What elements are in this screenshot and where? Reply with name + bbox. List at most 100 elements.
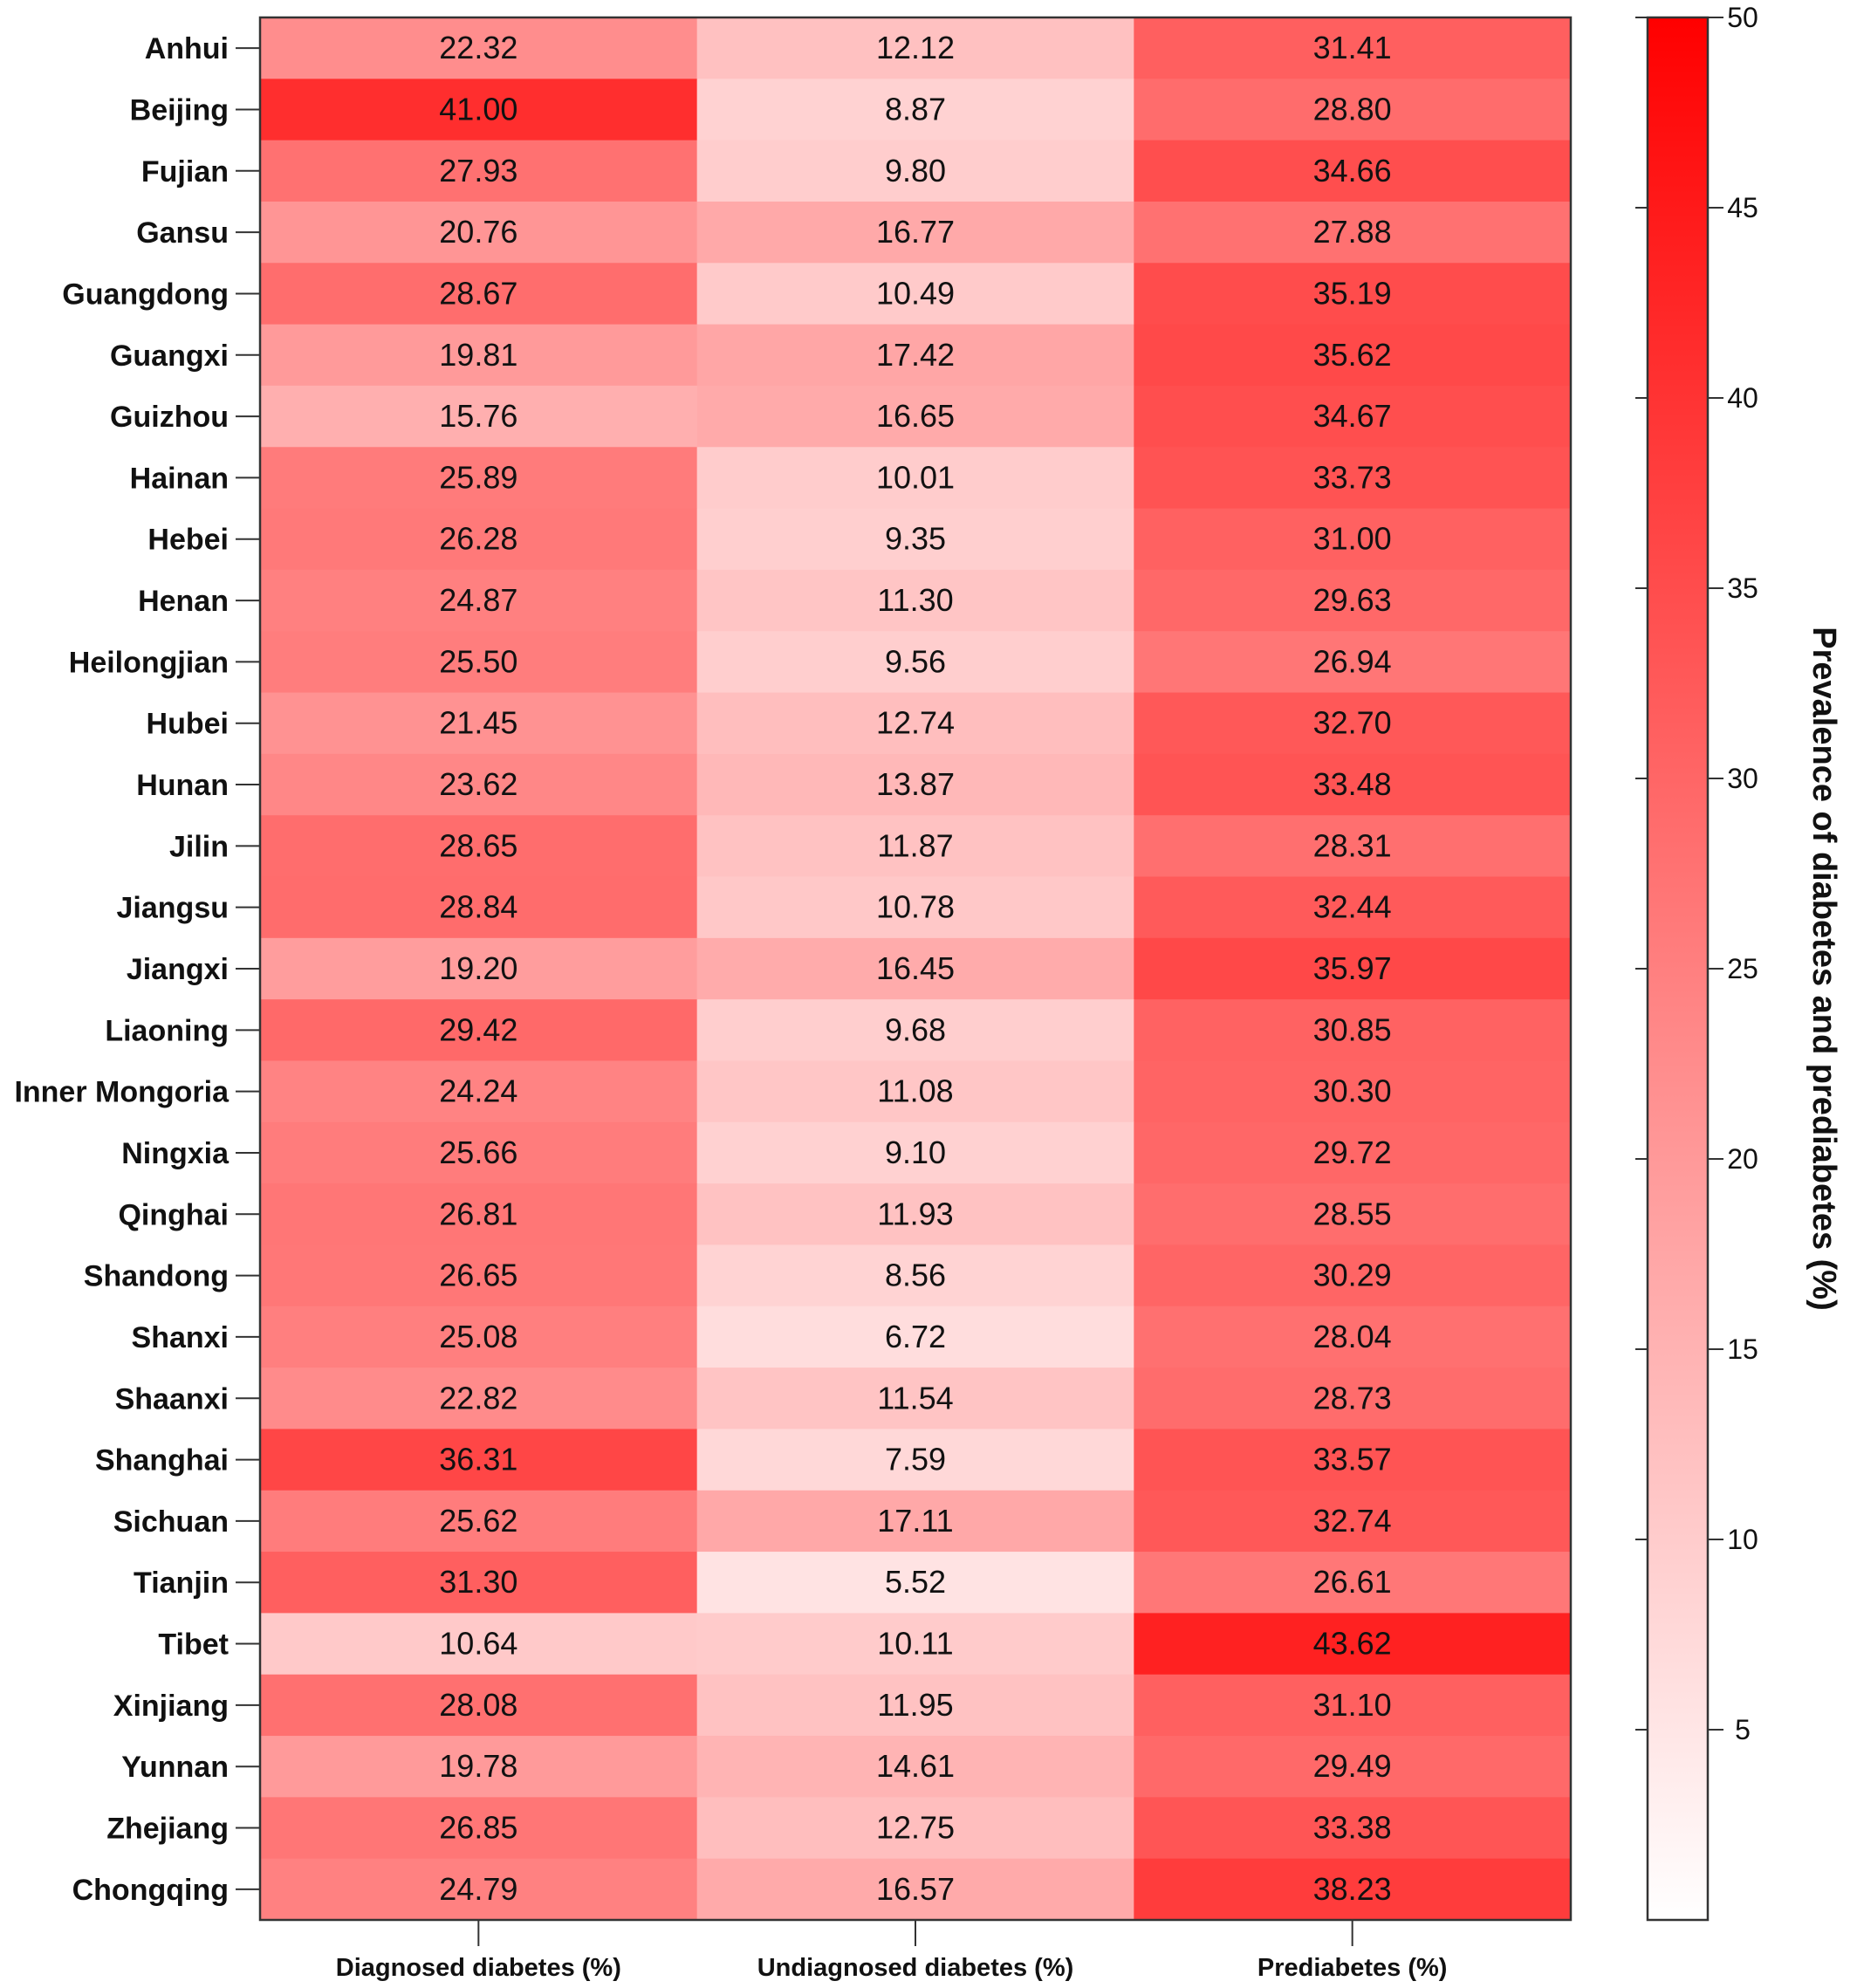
row-label-yunnan: Yunnan: [121, 1751, 229, 1784]
cell-value-label: 32.74: [1313, 1503, 1392, 1539]
heatmap-cell-anhui-col2: [1134, 17, 1572, 79]
cell-value-label: 28.08: [439, 1687, 517, 1723]
cell-value-label: 29.72: [1313, 1135, 1392, 1170]
cell-value-label: 29.49: [1313, 1748, 1392, 1784]
cell-value-label: 5.52: [885, 1564, 946, 1600]
cell-value-label: 30.30: [1313, 1073, 1392, 1109]
cell-value-label: 26.61: [1313, 1564, 1392, 1600]
heatmap-cell-chongqing-col2: [1134, 1858, 1572, 1921]
row-label-shanghai: Shanghai: [95, 1444, 229, 1477]
column-label-1: Undiagnosed diabetes (%): [757, 1954, 1074, 1982]
heatmap-cell-gansu-col2: [1134, 201, 1572, 264]
cell-value-label: 29.42: [439, 1011, 517, 1047]
colorbar-tick-label-25: 25: [1727, 953, 1758, 984]
cell-value-label: 8.56: [885, 1258, 946, 1293]
heatmap-cell-sichuan-col2: [1134, 1490, 1572, 1553]
cell-value-label: 11.30: [877, 582, 953, 618]
colorbar-tick-label-30: 30: [1727, 763, 1758, 794]
heatmap-cell-zhejiang-col2: [1134, 1797, 1572, 1860]
colorbar-tick-label-40: 40: [1727, 382, 1758, 414]
colorbar-tick-label-20: 20: [1727, 1143, 1758, 1175]
cell-value-label: 9.56: [885, 643, 946, 679]
heatmap-cell-shanghai-col1: [696, 1429, 1134, 1491]
row-label-anhui: Anhui: [145, 32, 229, 65]
cell-value-label: 35.19: [1313, 275, 1392, 311]
cell-value-label: 25.62: [439, 1503, 517, 1539]
heatmap-cell-shandong-col1: [696, 1244, 1134, 1307]
cell-value-label: 31.00: [1313, 521, 1392, 557]
cell-value-label: 6.72: [885, 1319, 946, 1354]
heatmap-cell-tibet-col1: [696, 1613, 1134, 1676]
heatmap-cell-jiangxi-col1: [696, 937, 1134, 1000]
heatmap-cell-jiangsu-col2: [1134, 876, 1572, 939]
row-label-chongqing: Chongqing: [72, 1874, 229, 1907]
heatmap-cell-tibet-col2: [1134, 1613, 1572, 1676]
cell-value-label: 28.65: [439, 827, 517, 863]
heatmap-cell-liaoning-col0: [260, 999, 698, 1062]
cell-value-label: 33.57: [1313, 1442, 1392, 1477]
heatmap-cell-zhejiang-col0: [260, 1797, 698, 1860]
heatmap-cell-anhui-col0: [260, 17, 698, 79]
cell-value-label: 27.93: [439, 153, 517, 189]
cell-value-label: 16.57: [876, 1871, 955, 1907]
heatmap-cell-xinjiang-col0: [260, 1674, 698, 1737]
row-label-shaanxi: Shaanxi: [115, 1382, 229, 1416]
cell-value-label: 28.31: [1313, 827, 1392, 863]
heatmap-cell-shaanxi-col0: [260, 1368, 698, 1430]
cell-value-label: 31.41: [1313, 30, 1392, 65]
cell-value-label: 12.74: [876, 705, 955, 741]
cell-value-label: 26.94: [1313, 643, 1392, 679]
row-label-shandong: Shandong: [84, 1260, 229, 1293]
cell-value-label: 35.62: [1313, 337, 1392, 373]
colorbar-tick-label-45: 45: [1727, 192, 1758, 223]
cell-value-label: 9.80: [885, 153, 946, 189]
row-label-jilin: Jilin: [169, 830, 229, 863]
cell-value-label: 19.81: [439, 337, 517, 373]
heatmap-cell-inner-mongoria-col2: [1134, 1060, 1572, 1123]
cell-value-label: 10.11: [877, 1626, 953, 1662]
heatmap-cell-guizhou-col0: [260, 385, 698, 448]
cell-value-label: 31.30: [439, 1564, 517, 1600]
row-label-qinghai: Qinghai: [118, 1198, 229, 1231]
cell-value-label: 22.82: [439, 1380, 517, 1416]
cell-value-label: 14.61: [876, 1748, 955, 1784]
heatmap-cell-tianjin-col2: [1134, 1552, 1572, 1614]
cell-value-label: 28.55: [1313, 1196, 1392, 1231]
heatmap-cell-liaoning-col1: [696, 999, 1134, 1062]
heatmap-cell-tianjin-col0: [260, 1552, 698, 1614]
cell-value-label: 16.65: [876, 398, 955, 434]
heatmap-cell-shandong-col2: [1134, 1244, 1572, 1307]
cell-value-label: 26.81: [439, 1196, 517, 1231]
heatmap-cell-shaanxi-col2: [1134, 1368, 1572, 1430]
heatmap-cell-hubei-col2: [1134, 692, 1572, 755]
row-label-jiangsu: Jiangsu: [117, 892, 229, 925]
heatmap-cell-qinghai-col0: [260, 1183, 698, 1246]
cell-value-label: 10.64: [439, 1626, 517, 1662]
cell-value-label: 25.08: [439, 1319, 517, 1354]
row-label-ningxia: Ningxia: [121, 1137, 230, 1170]
heatmap-cell-guizhou-col1: [696, 385, 1134, 448]
row-label-gansu: Gansu: [136, 216, 229, 250]
cell-value-label: 11.08: [877, 1073, 953, 1109]
column-label-2: Prediabetes (%): [1257, 1954, 1448, 1982]
cell-value-label: 30.85: [1313, 1011, 1392, 1047]
cell-value-label: 16.45: [876, 950, 955, 986]
heatmap-cell-henan-col0: [260, 569, 698, 632]
colorbar: 5 10 15 20 25 30 35 40 45 50 Prevalence of diabete…: [1635, 2, 1842, 1922]
cell-value-label: 28.67: [439, 275, 517, 311]
cell-value-label: 8.87: [885, 91, 946, 127]
cell-value-label: 9.68: [885, 1011, 946, 1047]
row-label-zhejiang: Zhejiang: [106, 1813, 229, 1846]
row-label-shanxi: Shanxi: [132, 1321, 229, 1354]
heatmap-cell-gansu-col1: [696, 201, 1134, 264]
cell-value-label: 26.28: [439, 521, 517, 557]
row-label-inner-mongoria: Inner Mongoria: [14, 1076, 230, 1109]
cell-value-label: 36.31: [439, 1442, 517, 1477]
row-label-liaoning: Liaoning: [105, 1014, 229, 1047]
cell-value-label: 16.77: [876, 214, 955, 250]
cell-value-label: 11.54: [877, 1380, 953, 1416]
heatmap-cell-xinjiang-col2: [1134, 1674, 1572, 1737]
cell-value-label: 33.38: [1313, 1810, 1392, 1846]
cell-value-label: 32.70: [1313, 705, 1392, 741]
